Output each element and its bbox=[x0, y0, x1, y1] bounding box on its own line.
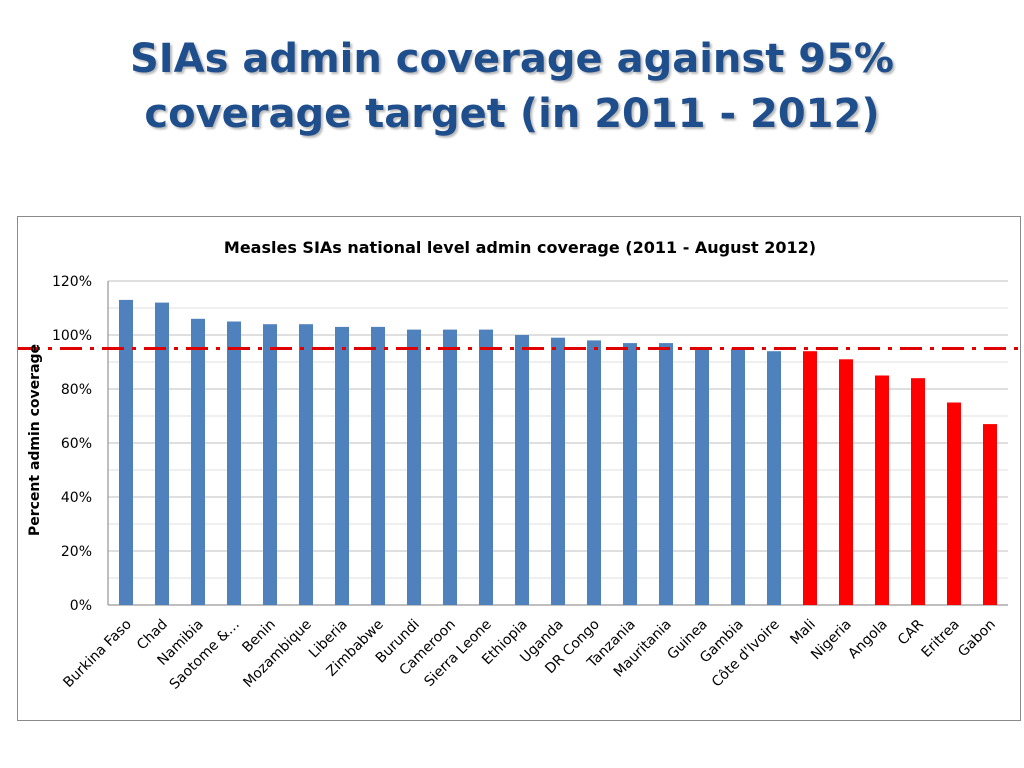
bar bbox=[227, 321, 241, 605]
bar bbox=[155, 302, 169, 605]
chart-title: Measles SIAs national level admin covera… bbox=[224, 238, 816, 257]
bar bbox=[407, 329, 421, 605]
slide-title: SIAs admin coverage against 95% coverage… bbox=[0, 32, 1024, 142]
bar bbox=[695, 348, 709, 605]
bar bbox=[947, 402, 961, 605]
slide-title-line2: coverage target (in 2011 - 2012) bbox=[144, 91, 880, 137]
bar bbox=[371, 326, 385, 605]
bar bbox=[839, 359, 853, 605]
bar bbox=[803, 351, 817, 605]
bar bbox=[479, 329, 493, 605]
y-tick-label: 120% bbox=[52, 274, 92, 290]
bar bbox=[767, 351, 781, 605]
bar bbox=[443, 329, 457, 605]
bar bbox=[263, 324, 277, 605]
bar bbox=[623, 343, 637, 605]
bar bbox=[659, 343, 673, 605]
slide-title-line1: SIAs admin coverage against 95% bbox=[129, 36, 894, 82]
bar bbox=[191, 318, 205, 605]
x-tick-label: Eritrea bbox=[919, 617, 963, 661]
y-tick-label: 60% bbox=[61, 436, 92, 452]
bar bbox=[119, 299, 133, 605]
bar bbox=[551, 337, 565, 605]
y-tick-label: 100% bbox=[52, 328, 92, 344]
x-tick-label: Nigeria bbox=[808, 617, 855, 664]
x-tick-label: Gabon bbox=[955, 617, 999, 661]
x-tick-label: Mali bbox=[787, 617, 818, 648]
x-tick-label: Burkina Faso bbox=[60, 617, 134, 691]
bars bbox=[119, 299, 997, 605]
bar bbox=[875, 375, 889, 605]
y-tick-label: 20% bbox=[61, 544, 92, 560]
bar bbox=[299, 324, 313, 605]
y-tick-label: 80% bbox=[61, 382, 92, 398]
y-axis-ticks: 0% 20% 40% 60% 80% 100% 120% bbox=[52, 274, 92, 614]
bar bbox=[515, 335, 529, 605]
x-tick-label: Angola bbox=[845, 617, 891, 663]
bar bbox=[335, 326, 349, 605]
y-tick-label: 0% bbox=[70, 598, 92, 614]
bar bbox=[911, 378, 925, 605]
y-tick-label: 40% bbox=[61, 490, 92, 506]
bar bbox=[983, 424, 997, 605]
x-tick-label: CAR bbox=[895, 616, 927, 648]
bar bbox=[587, 340, 601, 605]
y-axis-label: Percent admin coverage bbox=[27, 343, 43, 537]
bar bbox=[731, 348, 745, 605]
